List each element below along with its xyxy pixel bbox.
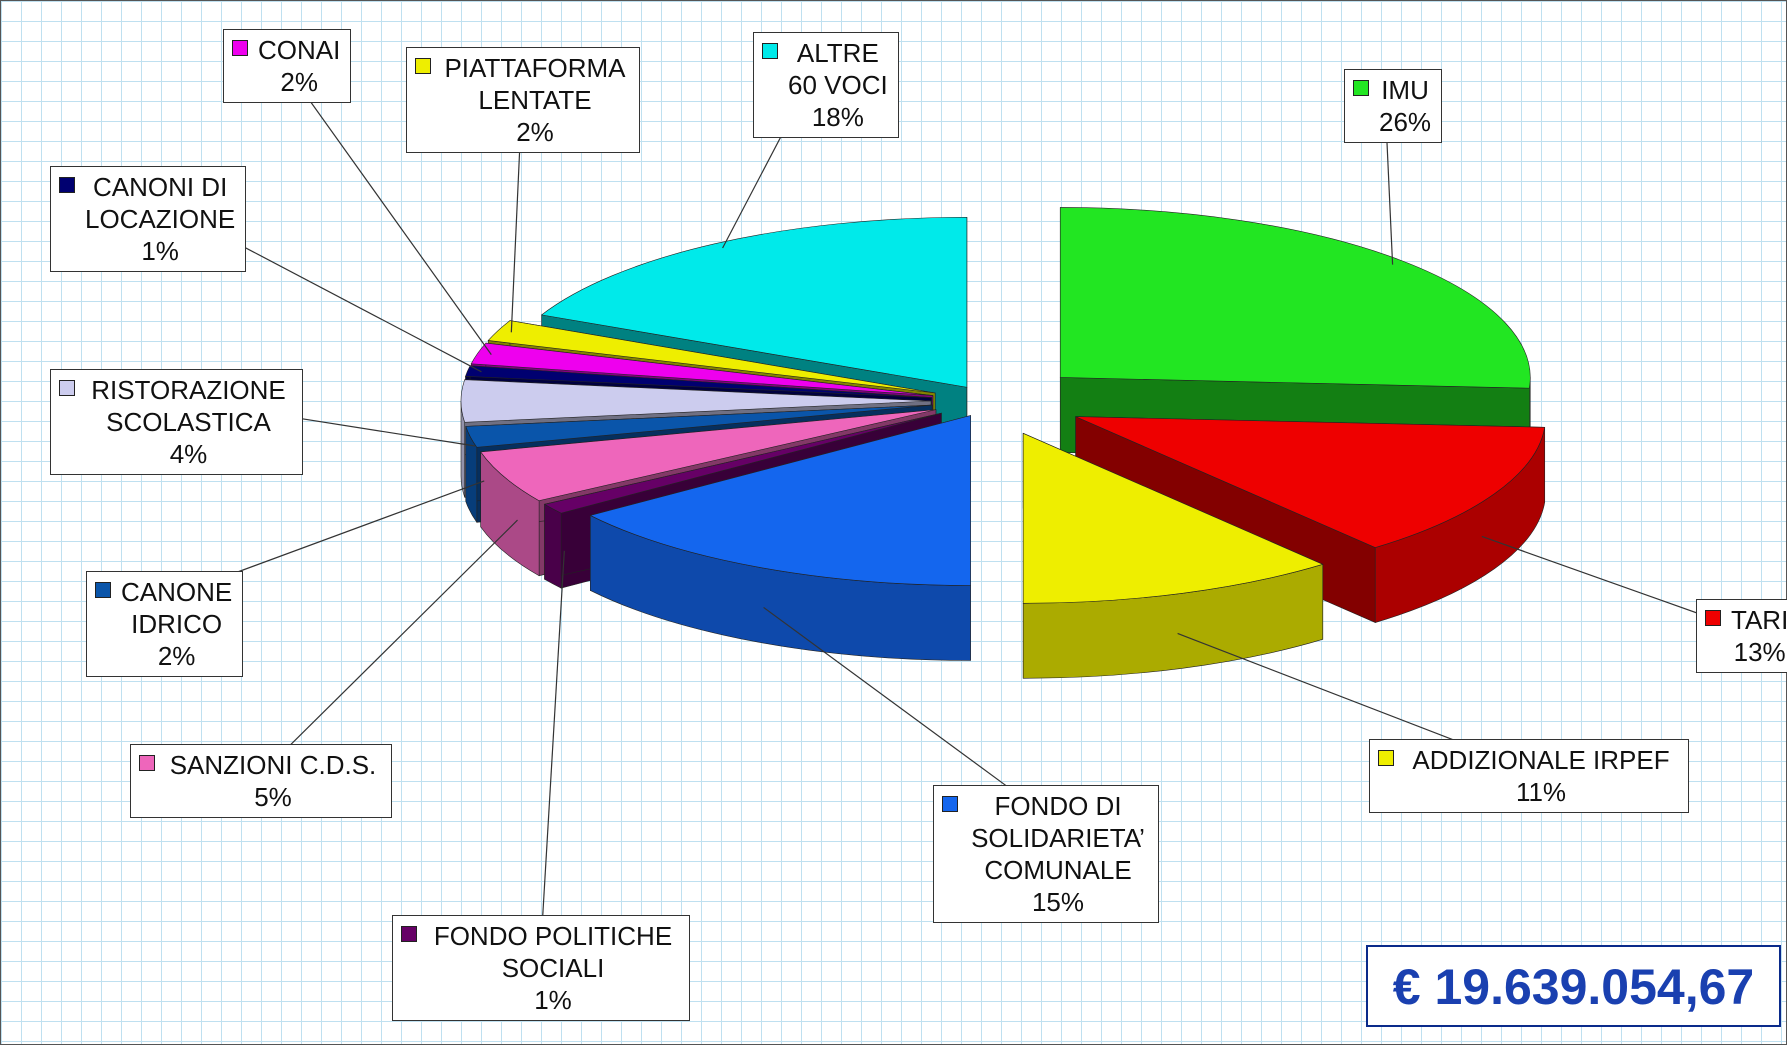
- slice: [1059, 207, 1531, 389]
- value-label: 4%: [169, 439, 208, 469]
- leader-line: [763, 606, 1047, 816]
- category-label: TARI: [1731, 605, 1787, 635]
- data-label: PIATTAFORMA LENTATE 2%: [406, 47, 640, 153]
- data-label: FONDO POLITICHE SOCIALI 1%: [392, 915, 690, 1021]
- value-label: 2%: [516, 117, 554, 147]
- value-label: 15%: [1031, 887, 1085, 917]
- legend-key: [401, 926, 417, 942]
- slice: [487, 320, 936, 394]
- leader-line: [279, 58, 492, 355]
- category-label: FONDO POLITICHE SOCIALI: [433, 921, 673, 983]
- data-label: CANONI DI LOCAZIONE 1%: [50, 166, 247, 272]
- legend-key: [59, 380, 75, 396]
- category-label: CANONE IDRICO: [121, 577, 233, 639]
- category-label: ALTRE 60 VOCI: [788, 38, 888, 100]
- data-label: ADDIZIONALE IRPEF 11%: [1369, 739, 1689, 813]
- data-label: CANONE IDRICO 2%: [86, 571, 244, 677]
- data-label: TARI 13%: [1696, 599, 1787, 673]
- data-label: SANZIONI C.D.S. 5%: [130, 744, 392, 818]
- category-label: ADDIZIONALE IRPEF: [1412, 745, 1670, 775]
- legend-key: [139, 755, 155, 771]
- category-label: CANONI DI LOCAZIONE: [85, 172, 236, 234]
- legend-key: [942, 796, 958, 812]
- slice: [460, 379, 932, 423]
- legend-key: [415, 58, 431, 74]
- legend-key: [1353, 80, 1369, 96]
- slice: [1075, 416, 1546, 548]
- value-label: 5%: [254, 782, 292, 812]
- category-label: IMU: [1381, 75, 1429, 105]
- leader-line: [540, 550, 565, 946]
- legend-key: [1705, 610, 1721, 626]
- slice: [543, 412, 942, 514]
- category-label: RISTORAZIONE SCOLASTICA: [91, 375, 286, 437]
- category-label: SANZIONI C.D.S.: [169, 750, 377, 780]
- value-label: 11%: [1515, 777, 1567, 807]
- value-label: 2%: [280, 67, 318, 97]
- value-label: 1%: [534, 985, 572, 1015]
- legend-key: [59, 177, 75, 193]
- slice: [540, 216, 968, 388]
- legend-key: [1378, 750, 1394, 766]
- category-label: CONAI: [258, 35, 341, 65]
- value-label: 18%: [811, 102, 864, 132]
- data-label: RISTORAZIONE SCOLASTICA 4%: [50, 369, 303, 475]
- slice: [589, 415, 971, 586]
- data-label: CONAI 2%: [223, 29, 352, 103]
- value-label: 1%: [141, 236, 179, 266]
- legend-key: [95, 582, 111, 598]
- value-label: 26%: [1379, 107, 1432, 137]
- data-label: ALTRE 60 VOCI 18%: [753, 32, 899, 138]
- leader-line: [260, 519, 518, 775]
- total-amount: € 19.639.054,67: [1366, 945, 1781, 1027]
- slice-wall: [544, 503, 562, 589]
- value-label: 13%: [1733, 637, 1786, 667]
- value-label: 2%: [157, 641, 196, 671]
- category-label: PIATTAFORMA LENTATE: [444, 53, 626, 115]
- slice: [465, 404, 933, 448]
- slice: [470, 342, 933, 396]
- category-label: FONDO DI SOLIDARIETA’ COMUNALE: [971, 791, 1145, 885]
- legend-key: [232, 40, 248, 56]
- slice: [480, 409, 937, 502]
- legend-key: [762, 43, 778, 59]
- data-label: IMU 26%: [1344, 69, 1443, 143]
- data-label: FONDO DI SOLIDARIETA’ COMUNALE 15%: [933, 785, 1159, 923]
- slice: [1022, 432, 1324, 604]
